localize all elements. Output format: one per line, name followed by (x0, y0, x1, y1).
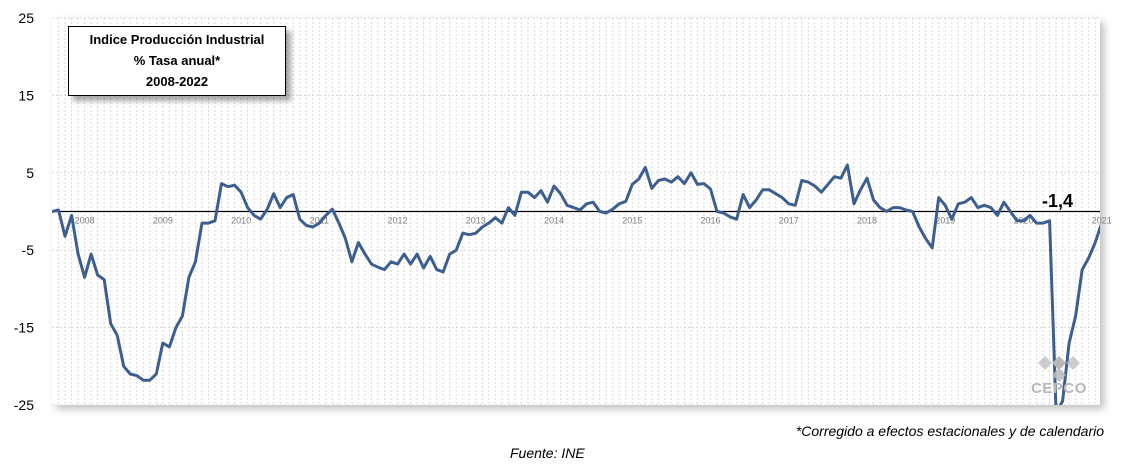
series-line (52, 163, 1100, 405)
x-tick-label: 2015 (622, 216, 642, 226)
last-value-label: -1,4 (1042, 191, 1073, 211)
y-tick-label: -15 (14, 320, 34, 336)
x-tick-label: 2016 (701, 216, 721, 226)
x-tick-label: 2008 (75, 216, 95, 226)
x-tick-label: 2013 (466, 216, 486, 226)
logo-text: CEPCO (1031, 380, 1087, 397)
chart-title-line-1: Indice Producción Industrial (89, 32, 265, 47)
chart-title-line-2: % Tasa anual* (133, 53, 221, 68)
y-tick-label: 25 (18, 10, 34, 26)
x-tick-label: 2014 (544, 216, 564, 226)
chart-title-box: Indice Producción Industrial % Tasa anua… (68, 26, 286, 96)
x-tick-label: 2021 (1092, 216, 1112, 226)
y-axis: 25 15 5 -5 -15 -25 (14, 10, 34, 413)
x-tick-label: 2017 (779, 216, 799, 226)
chart-title-line-3: 2008-2022 (145, 74, 209, 89)
footnote: *Corregido a efectos estacionales y de c… (795, 423, 1104, 439)
cepco-logo: CEPCO (1022, 352, 1096, 400)
x-tick-label: 2019 (935, 216, 955, 226)
x-tick-label: 2011 (310, 216, 329, 226)
y-tick-label: -25 (14, 397, 34, 413)
series-group (52, 163, 1100, 405)
y-tick-label: 5 (26, 165, 34, 181)
y-tick-label: 15 (18, 87, 34, 103)
x-tick-label: 2009 (153, 216, 173, 226)
x-tick-label: 2018 (857, 216, 877, 226)
x-tick-label: 2010 (231, 216, 251, 226)
logo-mark-icon (1038, 356, 1080, 382)
x-tick-label: 2012 (388, 216, 408, 226)
y-tick-label: -5 (22, 242, 35, 258)
source-note: Fuente: INE (510, 445, 585, 461)
